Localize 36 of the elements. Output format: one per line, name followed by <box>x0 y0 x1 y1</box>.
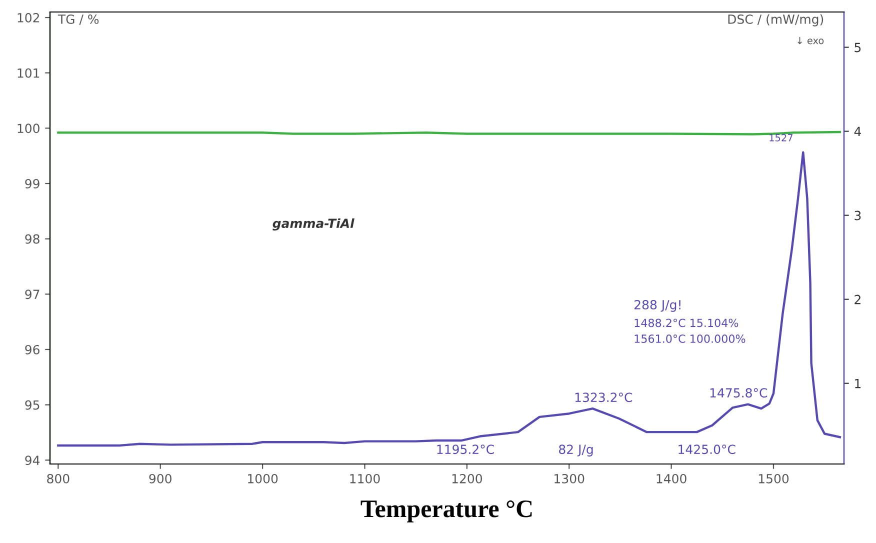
annotation: 1488.2°C 15.104% <box>634 318 738 328</box>
x-tick-label: 1100 <box>350 474 380 484</box>
annotation: 1561.0°C 100.000% <box>634 334 746 343</box>
annotation: gamma-TiAl <box>272 218 354 231</box>
y2-tick-label: 1 <box>855 378 861 388</box>
y-tick-label: 94 <box>25 456 40 466</box>
annotation: 1323.2°C <box>575 392 632 402</box>
annotation: 1475.8°C <box>710 388 768 398</box>
x-tick-label: 800 <box>47 474 70 484</box>
y-tick-label: 95 <box>25 400 40 410</box>
y-tick-label: 102 <box>18 13 40 22</box>
y-tick-label: 96 <box>25 344 40 354</box>
annotation: 1425.0°C <box>678 444 736 454</box>
y2-tick-label: 3 <box>854 210 861 220</box>
annotation: 288 J/g! <box>634 300 680 312</box>
x-tick-label: 900 <box>149 474 172 484</box>
annotation: ↓ exo <box>798 36 824 44</box>
x-tick-label: 1300 <box>554 474 584 484</box>
y-tick-label: 98 <box>25 234 40 244</box>
x-tick-label: 1200 <box>452 474 482 484</box>
y-tick-label: 99 <box>25 178 40 188</box>
y2-tick-label: 2 <box>854 294 860 304</box>
y2-tick-label: 4 <box>854 126 861 136</box>
y-axis-title: TG / % <box>58 14 99 25</box>
x-tick-label: 1000 <box>248 474 278 484</box>
annotation: 1195.2°C <box>437 444 494 454</box>
y2-axis-title: DSC / (mW/mg) <box>728 14 824 26</box>
annotation: 1527 <box>770 134 792 142</box>
y-tick-label: 97 <box>25 290 40 300</box>
x-tick-label: 1500 <box>758 474 789 484</box>
annotation: 82 J/g <box>559 444 593 456</box>
y-tick-label: 100 <box>18 124 40 134</box>
x-axis-title: Temperature °C <box>360 500 532 522</box>
x-tick-label: 1400 <box>656 474 686 484</box>
y-tick-label: 101 <box>18 68 40 78</box>
y2-tick-label: 5 <box>854 42 861 52</box>
